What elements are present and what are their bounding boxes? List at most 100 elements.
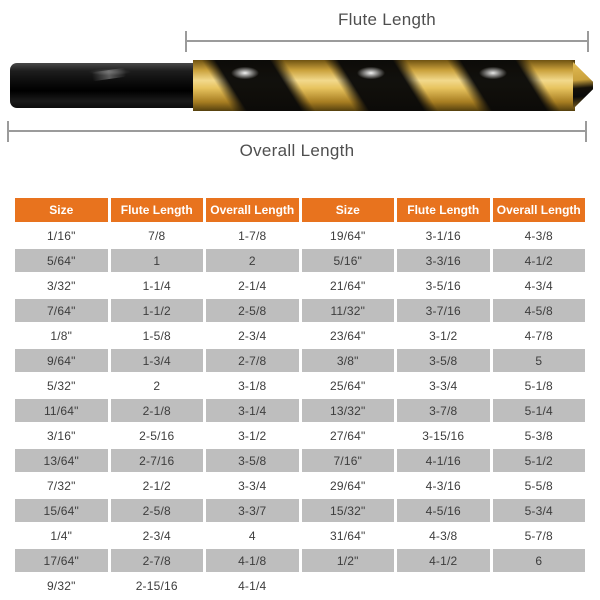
- table-cell: 4-1/4: [206, 574, 299, 597]
- table-cell: 4-1/8: [206, 549, 299, 572]
- table-cell: 2: [206, 249, 299, 272]
- table-cell: 3-1/2: [206, 424, 299, 447]
- table-cell: 1/2": [301, 549, 394, 572]
- table-cell: 7/32": [15, 474, 108, 497]
- table-cell: 5-3/8: [492, 424, 585, 447]
- table-cell: 5: [492, 349, 585, 372]
- table-cell: 3-3/7: [206, 499, 299, 522]
- table-cell: 13/64": [15, 449, 108, 472]
- table-header-row: Size Flute Length Overall Length Size Flute …: [15, 198, 585, 222]
- table-row: 15/64" 2-5/8 3-3/7 15/32" 4-5/16 5-3/4: [15, 499, 585, 522]
- table-row: 5/64" 1 2 5/16" 3-3/16 4-1/2: [15, 249, 585, 272]
- table-cell: 2-5/8: [206, 299, 299, 322]
- table-cell: 1-1/2: [110, 299, 203, 322]
- table-cell: 31/64": [301, 524, 394, 547]
- table-cell: 3-7/8: [397, 399, 490, 422]
- table-row: 9/64" 1-3/4 2-7/8 3/8" 3-5/8 5: [15, 349, 585, 372]
- table-cell: 6: [492, 549, 585, 572]
- table-cell: 21/64": [301, 274, 394, 297]
- table-cell: 7/8: [110, 224, 203, 247]
- table-cell: 3/16": [15, 424, 108, 447]
- table-cell: 2: [110, 374, 203, 397]
- flute-length-dimension-line: [185, 31, 589, 52]
- overall-length-label: Overall Length: [239, 141, 355, 160]
- table-row: 13/64" 2-7/16 3-5/8 7/16" 4-1/16 5-1/2: [15, 449, 585, 472]
- table-cell: 11/32": [301, 299, 394, 322]
- table-cell: 9/32": [15, 574, 108, 597]
- table-cell: 2-7/16: [110, 449, 203, 472]
- drill-bit-tip: [573, 62, 593, 109]
- table-row: 5/32" 2 3-1/8 25/64" 3-3/4 5-1/8: [15, 374, 585, 397]
- table-row: 3/16" 2-5/16 3-1/2 27/64" 3-15/16 5-3/8: [15, 424, 585, 447]
- flute-length-label: Flute Length: [337, 10, 437, 29]
- table-cell: 4-1/2: [397, 549, 490, 572]
- table-cell: 2-3/4: [110, 524, 203, 547]
- table-cell: 5/32": [15, 374, 108, 397]
- table-cell: 29/64": [301, 474, 394, 497]
- table-cell: 1/8": [15, 324, 108, 347]
- table-cell: 2-5/8: [110, 499, 203, 522]
- table-cell: 1/16": [15, 224, 108, 247]
- table-cell: 2-1/4: [206, 274, 299, 297]
- table-cell: 3-5/16: [397, 274, 490, 297]
- table-cell: 4-3/8: [397, 524, 490, 547]
- table-cell: 1-7/8: [206, 224, 299, 247]
- table-cell: 3-1/4: [206, 399, 299, 422]
- table-cell: 7/64": [15, 299, 108, 322]
- table-cell: 5/16": [301, 249, 394, 272]
- flute-line-right-tick: [587, 31, 589, 52]
- table-row: 1/8" 1-5/8 2-3/4 23/64" 3-1/2 4-7/8: [15, 324, 585, 347]
- table-cell: 4-1/16: [397, 449, 490, 472]
- table-cell: 13/32": [301, 399, 394, 422]
- table-cell: 5-3/4: [492, 499, 585, 522]
- table-cell: 2-3/4: [206, 324, 299, 347]
- table-row: 1/16" 7/8 1-7/8 19/64" 3-1/16 4-3/8: [15, 224, 585, 247]
- table-cell: 2-15/16: [110, 574, 203, 597]
- table-cell: 5-1/2: [492, 449, 585, 472]
- table-cell: [492, 574, 585, 597]
- table-cell: 17/64": [15, 549, 108, 572]
- table-cell: 15/64": [15, 499, 108, 522]
- table-cell: 3-1/2: [397, 324, 490, 347]
- table-cell: 25/64": [301, 374, 394, 397]
- table-cell: 2-5/16: [110, 424, 203, 447]
- column-header: Flute Length: [397, 198, 490, 222]
- table-cell: 3-5/8: [206, 449, 299, 472]
- table-cell: 1-3/4: [110, 349, 203, 372]
- table-row: 11/64" 2-1/8 3-1/4 13/32" 3-7/8 5-1/4: [15, 399, 585, 422]
- table-cell: 2-1/8: [110, 399, 203, 422]
- drill-bit-flutes: [193, 60, 575, 111]
- table-row: 9/32" 2-15/16 4-1/4: [15, 574, 585, 597]
- column-header: Overall Length: [206, 198, 299, 222]
- table-cell: 3-7/16: [397, 299, 490, 322]
- table-cell: 5-1/4: [492, 399, 585, 422]
- table-cell: 9/64": [15, 349, 108, 372]
- table-cell: 3-3/4: [206, 474, 299, 497]
- column-header: Overall Length: [492, 198, 585, 222]
- table-cell: [301, 574, 394, 597]
- table-row: 17/64" 2-7/8 4-1/8 1/2" 4-1/2 6: [15, 549, 585, 572]
- spec-table-container: Size Flute Length Overall Length Size Flute …: [12, 196, 588, 599]
- flute-line-left-tick: [185, 31, 187, 52]
- overall-length-dimension-line: [7, 121, 587, 142]
- overall-line-left-tick: [7, 121, 9, 142]
- table-row: 7/32" 2-1/2 3-3/4 29/64" 4-3/16 5-5/8: [15, 474, 585, 497]
- table-cell: 7/16": [301, 449, 394, 472]
- table-cell: 4-1/2: [492, 249, 585, 272]
- table-cell: 4-5/16: [397, 499, 490, 522]
- table-cell: 19/64": [301, 224, 394, 247]
- table-cell: 1: [110, 249, 203, 272]
- table-cell: 11/64": [15, 399, 108, 422]
- table-cell: 3-3/4: [397, 374, 490, 397]
- table-row: 1/4" 2-3/4 4 31/64" 4-3/8 5-7/8: [15, 524, 585, 547]
- column-header: Size: [15, 198, 108, 222]
- table-cell: 4-3/8: [492, 224, 585, 247]
- column-header: Flute Length: [110, 198, 203, 222]
- table-cell: 3-5/8: [397, 349, 490, 372]
- table-cell: 5/64": [15, 249, 108, 272]
- table-cell: 27/64": [301, 424, 394, 447]
- table-cell: 2-7/8: [206, 349, 299, 372]
- table-cell: 4: [206, 524, 299, 547]
- overall-line-right-tick: [585, 121, 587, 142]
